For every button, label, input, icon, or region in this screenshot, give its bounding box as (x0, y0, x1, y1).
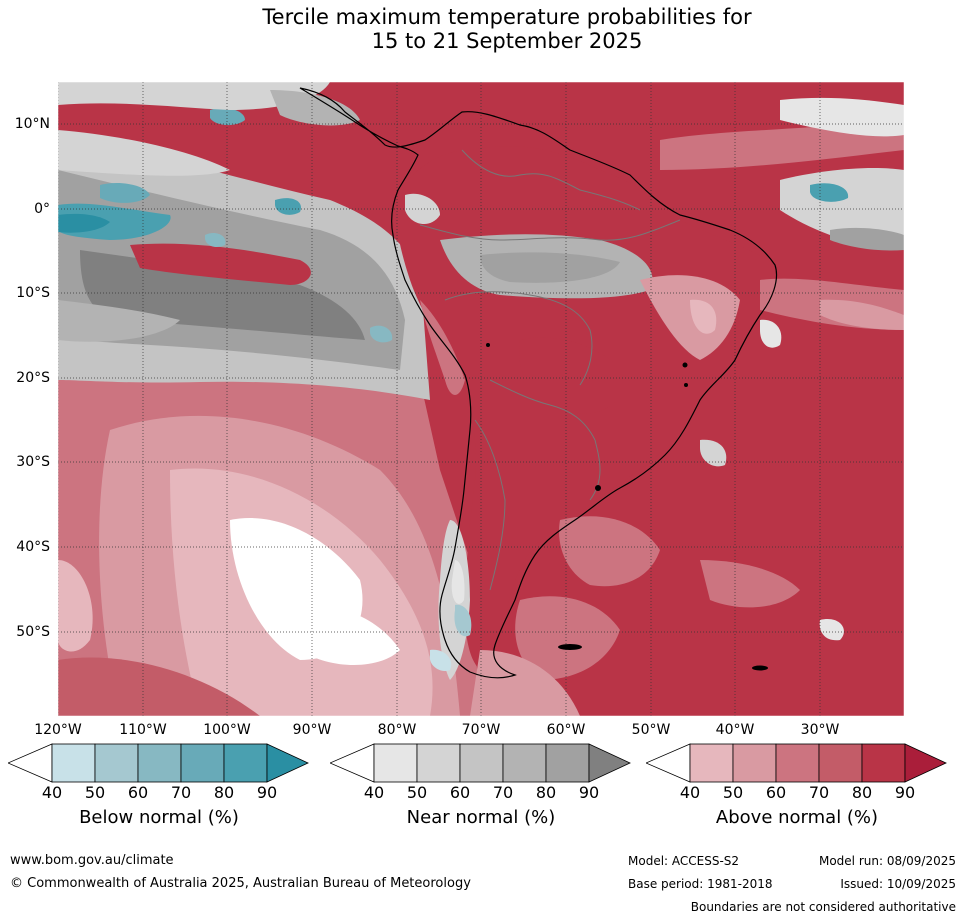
legend-tick: 60 (127, 783, 149, 802)
lon-label-120w: 120°W (34, 722, 82, 738)
model-run-date: Model run: 08/09/2025 (818, 854, 956, 868)
legend-tick: 50 (722, 783, 744, 802)
colorbar-box-2 (416, 743, 461, 783)
colorbar-box-1 (689, 743, 734, 783)
base-period: Base period: 1981-2018 (628, 877, 773, 891)
legend-below-normal: 40 50 60 70 80 90 Below normal (%) (6, 742, 310, 842)
map-panel: 10°N 0° 10°S 20°S 30°S 40°S 50°S 120°W 1… (14, 81, 905, 738)
legend-tick: 90 (894, 783, 916, 802)
lon-label-100w: 100°W (203, 722, 251, 738)
legend-tick: 50 (406, 783, 428, 802)
lon-label-90w: 90°W (292, 722, 332, 738)
colorbar-below-normal (6, 743, 309, 783)
lat-label-40s: 40°S (16, 539, 50, 555)
legend-tick: 40 (41, 783, 63, 802)
lat-label-10n: 10°N (14, 116, 50, 132)
legend-title-below-normal: Below normal (%) (79, 807, 239, 828)
legend-near-normal: 40 50 60 70 80 90 Near normal (%) (328, 742, 632, 842)
legend-title-above-normal: Above normal (%) (715, 807, 879, 828)
lon-label-50w: 50°W (631, 722, 671, 738)
colorbar-low-end (6, 743, 53, 783)
lakes-islands (486, 343, 768, 671)
website-link[interactable]: www.bom.gov.au/climate (10, 853, 174, 868)
colorbar-box-5 (545, 743, 590, 783)
colorbar-above-normal (644, 743, 947, 783)
lon-label-80w: 80°W (377, 722, 417, 738)
legend-tick: 60 (449, 783, 471, 802)
legend-tick: 60 (765, 783, 787, 802)
lon-label-60w: 60°W (546, 722, 586, 738)
title-line-1: Tercile maximum temperature probabilitie… (262, 5, 752, 29)
lon-label-30w: 30°W (800, 722, 840, 738)
legend-tick: 70 (808, 783, 830, 802)
legend-tick: 50 (84, 783, 106, 802)
legend-tick: 40 (363, 783, 385, 802)
colorbar-low-end (644, 743, 691, 783)
colorbar-box-3 (459, 743, 504, 783)
legend-tick: 80 (213, 783, 235, 802)
legend-title-near-normal: Near normal (%) (406, 807, 556, 828)
model-name: Model: ACCESS-S2 (628, 854, 740, 868)
country-borders (419, 149, 681, 591)
colorbar-high-end (904, 743, 947, 783)
colorbar-box-2 (732, 743, 777, 783)
colorbar-high-end (588, 743, 631, 783)
chart-title: Tercile maximum temperature probabilitie… (0, 5, 965, 53)
lat-label-10s: 10°S (16, 285, 50, 301)
legend-tick: 80 (851, 783, 873, 802)
colorbar-box-3 (775, 743, 820, 783)
colorbar-high-end (266, 743, 309, 783)
lon-label-40w: 40°W (715, 722, 755, 738)
legend-tick: 40 (679, 783, 701, 802)
colorbar-box-1 (51, 743, 96, 783)
colorbar-low-end (328, 743, 375, 783)
legend-tick: 70 (170, 783, 192, 802)
title-line-2: 15 to 21 September 2025 (371, 29, 643, 53)
legend-tick: 80 (535, 783, 557, 802)
colorbar-box-3 (137, 743, 182, 783)
lat-label-50s: 50°S (16, 624, 50, 640)
lon-label-70w: 70°W (461, 722, 501, 738)
colorbar-box-5 (223, 743, 268, 783)
colorbar-box-1 (373, 743, 418, 783)
copyright-text: © Commonwealth of Australia 2025, Austra… (10, 876, 471, 891)
colorbar-near-normal (328, 743, 631, 783)
probability-map (57, 81, 905, 717)
issued-date: Issued: 10/09/2025 (840, 877, 956, 891)
colorbar-box-4 (180, 743, 225, 783)
colorbar-box-2 (94, 743, 139, 783)
legend-tick: 70 (492, 783, 514, 802)
legend-tick: 90 (256, 783, 278, 802)
lat-label-0: 0° (34, 201, 50, 217)
legend-above-normal: 40 50 60 70 80 90 Above normal (%) (644, 742, 948, 842)
colorbar-box-4 (818, 743, 863, 783)
colorbar-box-5 (861, 743, 906, 783)
legend-tick: 90 (578, 783, 600, 802)
graticule (58, 82, 904, 716)
lon-label-110w: 110°W (119, 722, 167, 738)
lat-label-30s: 30°S (16, 454, 50, 470)
colorbar-box-4 (502, 743, 547, 783)
boundary-disclaimer: Boundaries are not considered authoritat… (690, 900, 956, 914)
lat-label-20s: 20°S (16, 370, 50, 386)
coastline (299, 87, 778, 679)
